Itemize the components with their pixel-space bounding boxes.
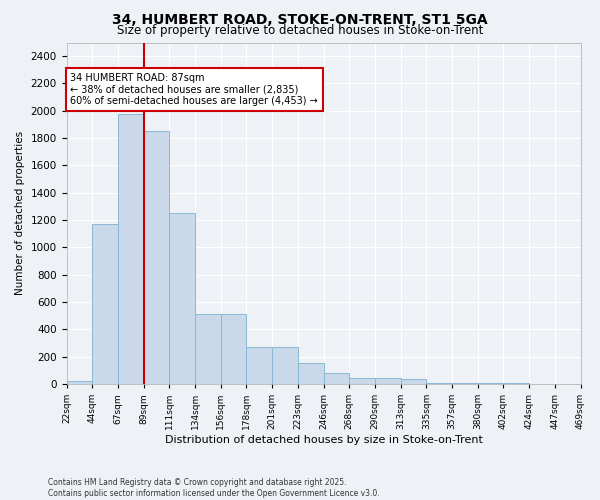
- Bar: [427, 382, 452, 384]
- Bar: [298, 363, 323, 384]
- Text: 34 HUMBERT ROAD: 87sqm
← 38% of detached houses are smaller (2,835)
60% of semi-: 34 HUMBERT ROAD: 87sqm ← 38% of detached…: [70, 72, 318, 106]
- Bar: [118, 114, 143, 384]
- Text: Size of property relative to detached houses in Stoke-on-Trent: Size of property relative to detached ho…: [117, 24, 483, 37]
- Bar: [272, 347, 298, 384]
- Bar: [323, 373, 349, 384]
- Bar: [247, 347, 272, 384]
- Bar: [195, 314, 221, 384]
- X-axis label: Distribution of detached houses by size in Stoke-on-Trent: Distribution of detached houses by size …: [164, 435, 482, 445]
- Bar: [221, 314, 247, 384]
- Bar: [401, 380, 427, 384]
- Bar: [349, 378, 375, 384]
- Text: 34, HUMBERT ROAD, STOKE-ON-TRENT, ST1 5GA: 34, HUMBERT ROAD, STOKE-ON-TRENT, ST1 5G…: [112, 12, 488, 26]
- Bar: [143, 132, 169, 384]
- Text: Contains HM Land Registry data © Crown copyright and database right 2025.
Contai: Contains HM Land Registry data © Crown c…: [48, 478, 380, 498]
- Y-axis label: Number of detached properties: Number of detached properties: [15, 131, 25, 296]
- Bar: [92, 224, 118, 384]
- Bar: [67, 380, 92, 384]
- Bar: [375, 378, 401, 384]
- Bar: [169, 214, 195, 384]
